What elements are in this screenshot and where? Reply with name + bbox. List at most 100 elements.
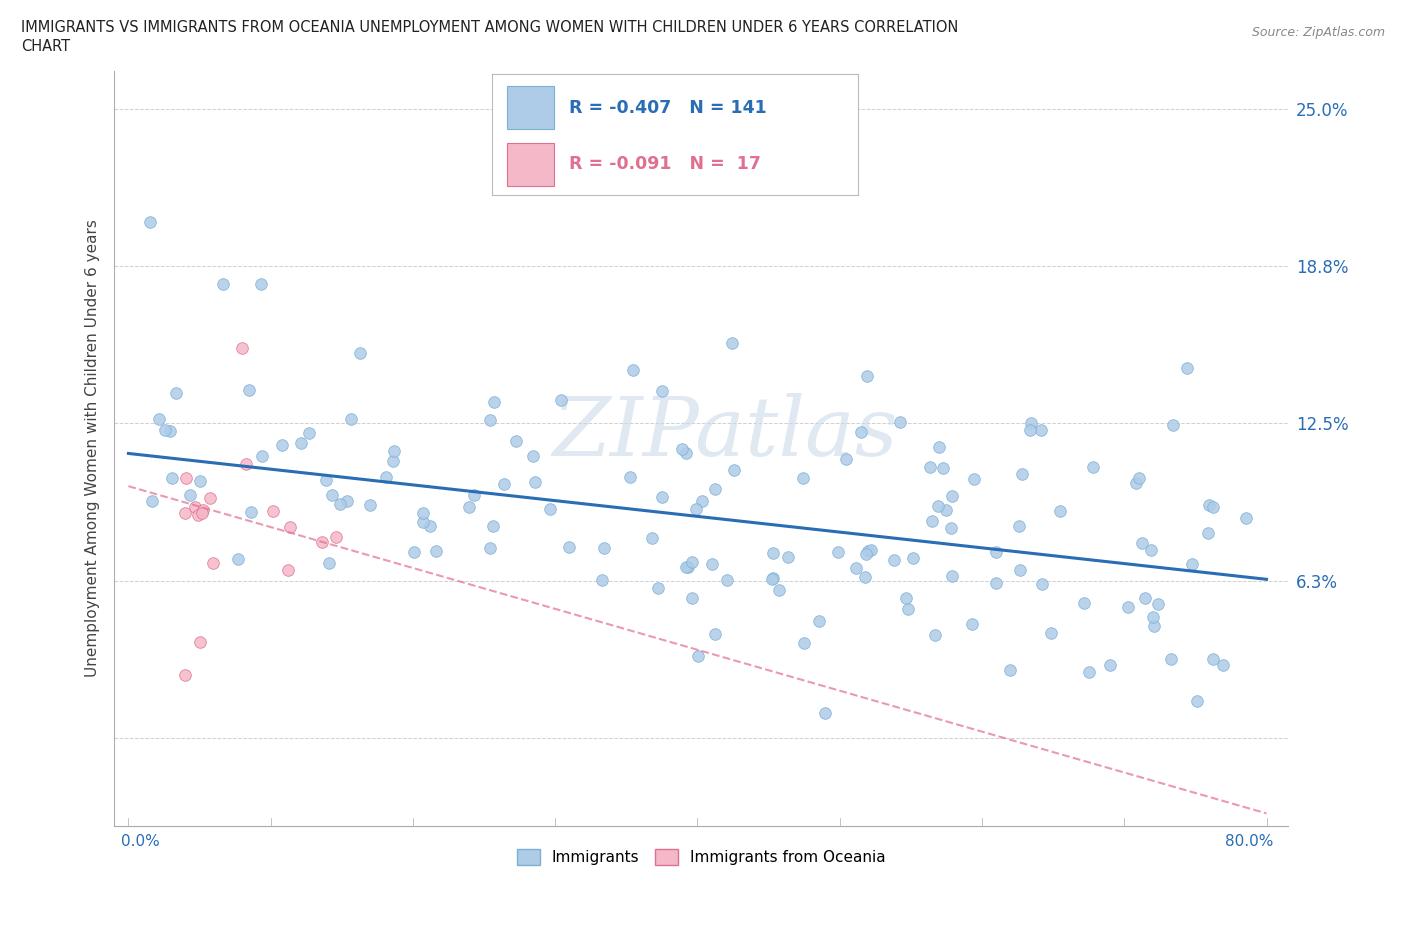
Point	[962, 617, 984, 631]
Point	[686, 648, 709, 663]
Text: ZIPatlas: ZIPatlas	[551, 393, 897, 473]
Point	[523, 474, 546, 489]
Point	[619, 470, 641, 485]
Point	[481, 519, 503, 534]
Point	[792, 471, 814, 485]
Point	[271, 437, 294, 452]
Point	[329, 497, 352, 512]
Point	[700, 556, 723, 571]
Point	[761, 572, 783, 587]
Point	[478, 540, 501, 555]
Point	[478, 413, 501, 428]
Point	[1197, 525, 1219, 540]
Point	[1039, 625, 1062, 640]
Point	[918, 459, 941, 474]
Point	[927, 498, 949, 513]
Point	[941, 488, 963, 503]
Point	[505, 434, 527, 449]
Point	[931, 460, 953, 475]
Point	[184, 500, 207, 515]
Point	[681, 555, 703, 570]
Point	[889, 415, 911, 430]
Point	[318, 555, 340, 570]
Point	[1007, 519, 1029, 534]
Point	[855, 547, 877, 562]
Point	[1198, 498, 1220, 512]
Point	[425, 544, 447, 559]
Point	[1181, 556, 1204, 571]
Point	[896, 602, 918, 617]
Point	[1118, 600, 1140, 615]
Point	[188, 635, 211, 650]
Point	[924, 627, 946, 642]
Point	[250, 448, 273, 463]
Point	[827, 544, 849, 559]
Point	[458, 499, 481, 514]
Point	[721, 335, 744, 350]
Point	[141, 494, 163, 509]
Point	[1019, 415, 1042, 430]
Point	[162, 471, 184, 485]
Point	[174, 471, 197, 485]
Point	[807, 613, 830, 628]
Point	[349, 346, 371, 361]
Point	[188, 473, 211, 488]
Point	[591, 573, 613, 588]
Point	[1147, 597, 1170, 612]
Point	[723, 463, 745, 478]
Point	[412, 514, 434, 529]
Point	[1185, 694, 1208, 709]
Point	[939, 521, 962, 536]
Point	[1099, 658, 1122, 672]
Point	[704, 482, 727, 497]
Point	[492, 476, 515, 491]
Point	[382, 453, 405, 468]
Point	[412, 505, 434, 520]
Point	[849, 424, 872, 439]
Point	[298, 426, 321, 441]
Point	[538, 502, 561, 517]
Point	[592, 540, 614, 555]
Point	[762, 570, 785, 585]
Point	[382, 444, 405, 458]
Point	[681, 591, 703, 605]
Point	[690, 494, 713, 509]
Point	[1073, 596, 1095, 611]
Point	[894, 591, 917, 605]
Point	[1212, 658, 1234, 672]
Point	[984, 544, 1007, 559]
Y-axis label: Unemployment Among Women with Children Under 6 years: Unemployment Among Women with Children U…	[86, 219, 100, 677]
Point	[647, 580, 669, 595]
Text: IMMIGRANTS VS IMMIGRANTS FROM OCEANIA UNEMPLOYMENT AMONG WOMEN WITH CHILDREN UND: IMMIGRANTS VS IMMIGRANTS FROM OCEANIA UN…	[21, 20, 959, 35]
Point	[856, 369, 879, 384]
Point	[1177, 361, 1199, 376]
Point	[1142, 609, 1164, 624]
Point	[1143, 618, 1166, 633]
Text: 80.0%: 80.0%	[1225, 833, 1274, 848]
Point	[550, 392, 572, 407]
Point	[290, 436, 312, 451]
Point	[179, 487, 201, 502]
Point	[463, 488, 485, 503]
Point	[883, 552, 905, 567]
Point	[321, 487, 343, 502]
Point	[853, 569, 876, 584]
Point	[856, 543, 879, 558]
Point	[998, 662, 1021, 677]
Point	[359, 498, 381, 512]
Text: R = -0.091   N =  17: R = -0.091 N = 17	[569, 155, 761, 174]
Point	[522, 448, 544, 463]
Point	[941, 569, 963, 584]
Point	[202, 555, 225, 570]
Point	[262, 504, 284, 519]
Point	[211, 277, 233, 292]
Point	[716, 572, 738, 587]
Point	[1011, 466, 1033, 481]
Point	[675, 445, 697, 460]
Point	[1049, 503, 1071, 518]
Point	[762, 546, 785, 561]
Point	[148, 412, 170, 427]
Point	[231, 340, 253, 355]
Point	[984, 576, 1007, 591]
Point	[190, 505, 212, 520]
